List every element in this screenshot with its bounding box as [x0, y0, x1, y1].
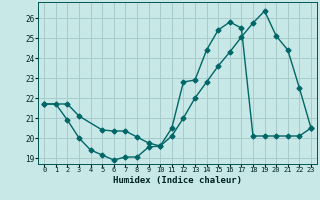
X-axis label: Humidex (Indice chaleur): Humidex (Indice chaleur) [113, 176, 242, 185]
